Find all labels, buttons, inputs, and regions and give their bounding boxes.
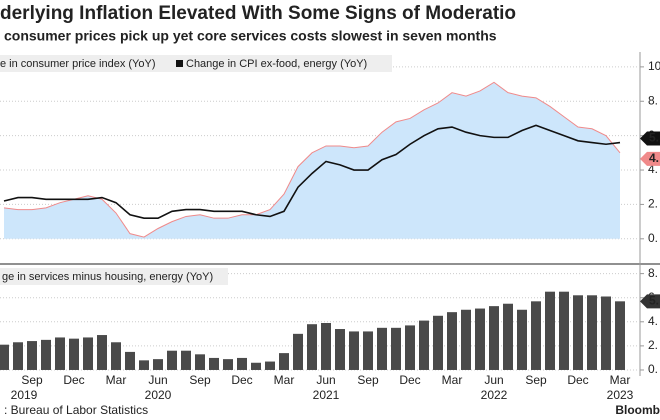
x-tick-label: Dec	[63, 373, 84, 387]
end-label: 5.	[649, 131, 659, 145]
y-tick-label: 2.	[648, 197, 658, 211]
bar	[461, 309, 471, 370]
bar	[223, 359, 233, 370]
bar	[587, 295, 597, 370]
bar	[363, 331, 373, 370]
bar	[41, 339, 51, 370]
chart-subtitle: consumer prices pick up yet core service…	[4, 28, 497, 44]
bar	[139, 360, 149, 370]
x-year-label: 2023	[607, 388, 634, 402]
bar	[489, 306, 499, 370]
area	[4, 82, 620, 239]
x-year-label: 2021	[313, 388, 340, 402]
end-label: 4.	[649, 151, 659, 165]
bar	[83, 337, 93, 370]
y-tick-label: 10	[648, 59, 660, 73]
source: : Bureau of Labor Statistics	[4, 403, 148, 417]
x-year-label: 2020	[145, 388, 172, 402]
bar	[517, 309, 527, 370]
y-tick-label: 4.	[648, 314, 658, 328]
x-tick-label: Sep	[357, 373, 379, 387]
bar	[447, 312, 457, 370]
x-tick-label: Jun	[316, 373, 335, 387]
end-label-box	[640, 151, 660, 166]
bar	[251, 362, 261, 370]
x-tick-label: Sep	[525, 373, 547, 387]
y-tick-label: 0.	[648, 362, 658, 376]
bar	[419, 320, 429, 370]
bar	[475, 308, 485, 370]
bar	[307, 324, 317, 370]
bar	[13, 342, 23, 370]
end-label-box	[640, 131, 660, 146]
bar	[111, 342, 121, 370]
bar	[69, 338, 79, 370]
bar	[27, 341, 37, 370]
bar	[545, 291, 555, 370]
bar	[573, 295, 583, 370]
x-tick-label: Jun	[148, 373, 167, 387]
bar	[293, 333, 303, 370]
bar	[237, 357, 247, 370]
x-tick-label: Dec	[567, 373, 588, 387]
bar	[405, 325, 415, 370]
legend: e in consumer price index (YoY) Change in…	[0, 55, 392, 72]
bar	[209, 357, 219, 370]
bar	[391, 327, 401, 370]
bar	[55, 337, 65, 370]
bar	[531, 301, 541, 370]
bar	[279, 353, 289, 370]
y-tick-label: 2.	[648, 338, 658, 352]
legend-label: ge in services minus housing, energy (Yo…	[2, 271, 213, 283]
brand: Bloomb	[615, 403, 660, 417]
x-tick-label: Mar	[610, 373, 631, 387]
bar	[195, 354, 205, 370]
y-tick-label: 0.	[648, 231, 658, 245]
bar	[0, 344, 9, 370]
bar	[167, 350, 177, 370]
bar	[97, 335, 107, 370]
legend-label: e in consumer price index (YoY)	[0, 58, 156, 70]
bar	[349, 331, 359, 370]
bar	[503, 303, 513, 370]
bar	[321, 323, 331, 370]
x-tick-label: Jun	[484, 373, 503, 387]
y-tick-label: 4.	[648, 162, 658, 176]
bar	[433, 315, 443, 370]
bar	[181, 350, 191, 370]
chart-title: derlying Inflation Elevated With Some Si…	[0, 3, 516, 24]
legend-swatch	[176, 60, 183, 67]
x-tick-label: Sep	[21, 373, 43, 387]
line	[3, 124, 621, 219]
bar	[125, 351, 135, 370]
end-label-box	[640, 294, 660, 309]
x-tick-label: Mar	[274, 373, 295, 387]
legend-label: Change in CPI ex-food, energy (YoY)	[186, 58, 367, 70]
x-tick-label: Dec	[399, 373, 420, 387]
x-tick-label: Dec	[231, 373, 252, 387]
legend-bg	[0, 55, 392, 72]
bar	[615, 301, 625, 370]
bar	[601, 296, 611, 370]
end-label: 5.	[649, 293, 659, 307]
bar	[265, 361, 275, 370]
y-tick-label: 8.	[648, 93, 658, 107]
bar	[153, 359, 163, 370]
bar	[335, 329, 345, 370]
line	[3, 81, 621, 238]
y-tick-label: 8.	[648, 266, 658, 280]
x-tick-label: Sep	[189, 373, 211, 387]
x-year-label: 2019	[11, 388, 38, 402]
x-tick-label: Mar	[442, 373, 463, 387]
x-tick-label: Mar	[106, 373, 127, 387]
x-year-label: 2022	[481, 388, 508, 402]
legend-bg	[0, 268, 228, 285]
bar	[559, 291, 569, 370]
bar	[377, 327, 387, 370]
